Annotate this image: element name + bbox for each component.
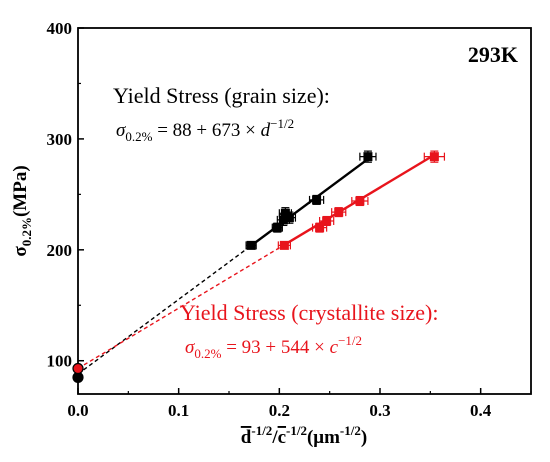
data-point — [351, 195, 369, 207]
x-tick-label: 0.2 — [269, 401, 290, 420]
square-marker — [279, 240, 289, 250]
data-point — [308, 194, 325, 205]
x-tick-label: 0.3 — [369, 401, 390, 420]
square-marker — [322, 216, 332, 226]
square-marker — [312, 195, 322, 205]
square-marker — [355, 196, 365, 206]
x-tick-label: 0.4 — [470, 401, 492, 420]
y-tick-label: 400 — [47, 19, 73, 38]
data-points — [72, 150, 446, 383]
x-axis-label: d-1/2/c-1/2(μm-1/2) — [241, 423, 367, 448]
data-point — [277, 240, 292, 250]
data-point — [271, 222, 283, 233]
x-tick-label: 0.1 — [168, 401, 189, 420]
fit-extrapolation-dashed — [77, 244, 285, 370]
data-point — [245, 240, 257, 250]
fit-extrapolation-dashed — [77, 245, 252, 375]
y-axis-label: σ0.2%(MPa) — [10, 165, 34, 256]
y-tick-label: 200 — [47, 241, 73, 260]
x-tick-label: 0.0 — [67, 401, 88, 420]
data-point — [282, 211, 297, 224]
temperature-label: 293K — [468, 42, 518, 67]
crystallite-size-series-label: Yield Stress (crystallite size): — [180, 300, 438, 325]
square-marker — [429, 152, 439, 162]
axis-ticks: 0.0 0.1 0.2 0.3 0.4 100 200 300 400 — [47, 19, 532, 420]
grain-size-series-label: Yield Stress (grain size): — [113, 83, 330, 108]
intercept-marker — [72, 362, 84, 375]
crystallite-size-fit-equation: σ0.2% = 93 + 544 × c−1/2 — [185, 333, 362, 361]
square-marker — [284, 213, 294, 223]
square-marker — [363, 152, 373, 162]
square-marker — [334, 207, 344, 217]
plot-frame — [77, 27, 532, 395]
square-marker — [246, 240, 256, 250]
y-tick-label: 100 — [47, 352, 73, 371]
data-point — [359, 150, 377, 163]
y-tick-label: 300 — [47, 130, 73, 149]
data-point — [319, 215, 335, 227]
data-point — [331, 207, 347, 218]
square-marker — [272, 223, 282, 233]
data-point — [423, 150, 446, 163]
square-marker — [315, 223, 325, 233]
grain-size-fit-equation: σ0.2% = 88 + 673 × d−1/2 — [116, 116, 294, 144]
